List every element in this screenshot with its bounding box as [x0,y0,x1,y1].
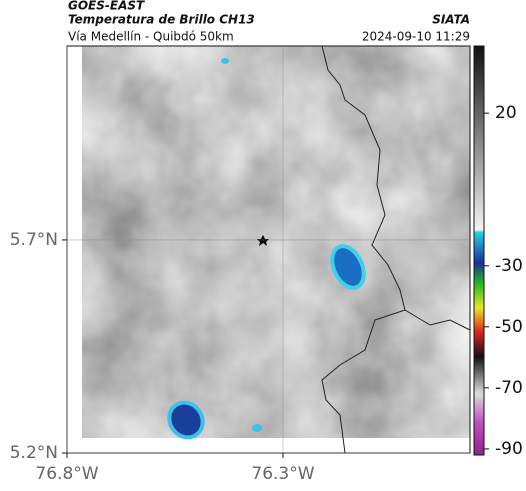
cold-cloud [330,244,366,290]
lon-tick-label: 76.3°W [251,464,314,484]
border [404,309,471,331]
title: Temperatura de Brillo CH13 [68,13,255,27]
colorbar [473,45,485,456]
satellite-image [82,46,470,438]
lon-tick-label: 76.8°W [35,464,98,484]
city-marker [257,235,269,246]
subtitle: Vía Medellín - Quibdó 50km [68,30,234,44]
colorbar-tick-label: -70 [495,378,523,398]
colorbar-tick-label: 20 [495,103,517,123]
product-label: GOES-EAST [68,0,145,13]
colorbar-tick-label: -30 [495,256,523,276]
timestamp: 2024-09-10 11:29 [362,30,470,44]
cold-cloud [221,58,229,64]
cold-cloud [252,424,262,432]
map-panel [66,45,471,454]
lat-tick-label: 5.7°N [10,230,58,250]
cold-cloud [167,400,205,440]
org-label: SIATA [432,13,470,27]
border [321,45,406,454]
colorbar-tick-label: -90 [495,439,523,459]
colorbar-tick-label: -50 [495,317,523,337]
lat-tick-label: 5.2°N [10,443,58,463]
